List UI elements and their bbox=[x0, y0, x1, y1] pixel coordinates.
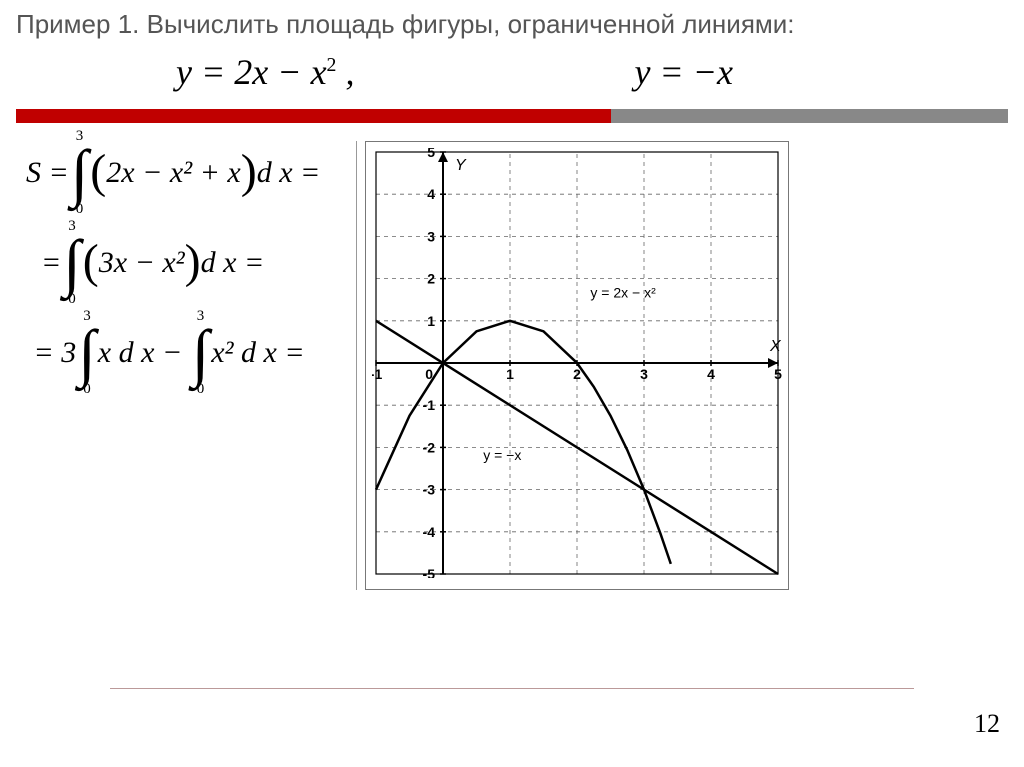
slide-title: Пример 1. Вычислить площадь фигуры, огра… bbox=[16, 8, 1008, 41]
svg-text:Y: Y bbox=[455, 157, 467, 174]
integral-icon: ∫ 3 0 bbox=[63, 231, 81, 295]
svg-text:-1: -1 bbox=[423, 397, 436, 413]
integral-icon: ∫ 3 0 bbox=[71, 141, 89, 205]
integral-row-2: = ∫ 3 0 (3x − x²) d x = bbox=[26, 231, 346, 295]
svg-text:-5: -5 bbox=[423, 566, 436, 578]
svg-text:-1: -1 bbox=[372, 366, 382, 382]
svg-text:5: 5 bbox=[774, 366, 782, 382]
svg-text:X: X bbox=[769, 338, 782, 355]
svg-text:y = 2x − x²: y = 2x − x² bbox=[590, 284, 656, 300]
chart-box: -112345-5-4-3-2-1123450XYy = 2x − x²y = … bbox=[365, 141, 789, 590]
footer-rule bbox=[110, 688, 914, 689]
svg-text:4: 4 bbox=[427, 186, 435, 202]
divider-bar bbox=[16, 109, 1008, 123]
svg-text:4: 4 bbox=[707, 366, 715, 382]
svg-text:2: 2 bbox=[427, 270, 435, 286]
svg-text:3: 3 bbox=[427, 228, 435, 244]
svg-text:3: 3 bbox=[640, 366, 648, 382]
svg-text:1: 1 bbox=[427, 312, 435, 328]
integral-row-3: = 3 ∫ 3 0 x d x − ∫ 3 0 x² d x = bbox=[26, 321, 346, 385]
svg-text:y = −x: y = −x bbox=[483, 447, 521, 463]
integral-icon: ∫ 3 0 bbox=[192, 321, 210, 385]
slide: Пример 1. Вычислить площадь фигуры, огра… bbox=[0, 0, 1024, 767]
equation-2: y = −x bbox=[634, 51, 733, 93]
equation-1: y = 2x − x2 , bbox=[176, 51, 354, 93]
svg-text:1: 1 bbox=[506, 366, 514, 382]
svg-text:-2: -2 bbox=[423, 439, 436, 455]
integral-row-1: S = ∫ 3 0 (2x − x² + x) d x = bbox=[26, 141, 346, 205]
svg-text:-3: -3 bbox=[423, 481, 436, 497]
math-column: S = ∫ 3 0 (2x − x² + x) d x = = ∫ 3 0 (3… bbox=[26, 141, 346, 411]
given-equations: y = 2x − x2 , y = −x bbox=[16, 51, 1008, 103]
chart-wrap: -112345-5-4-3-2-1123450XYy = 2x − x²y = … bbox=[356, 141, 789, 590]
svg-text:5: 5 bbox=[427, 148, 435, 160]
integral-icon: ∫ 3 0 bbox=[78, 321, 96, 385]
page-number: 12 bbox=[974, 709, 1000, 739]
body: S = ∫ 3 0 (2x − x² + x) d x = = ∫ 3 0 (3… bbox=[16, 141, 1008, 590]
chart: -112345-5-4-3-2-1123450XYy = 2x − x²y = … bbox=[372, 148, 782, 578]
svg-text:-4: -4 bbox=[423, 523, 436, 539]
